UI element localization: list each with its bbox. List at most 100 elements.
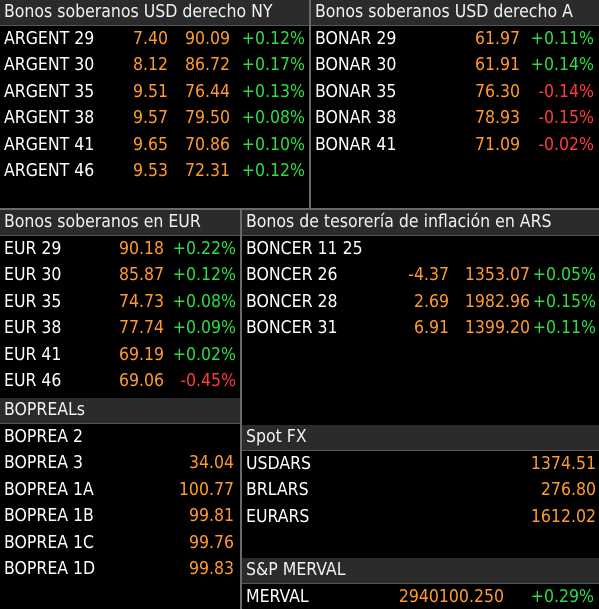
cell-price: 76.30 — [474, 81, 520, 102]
cell-chg: +0.13% — [241, 81, 305, 102]
cell-chg: +0.15% — [532, 291, 596, 312]
table-row[interactable]: EUR 29 90.18 +0.22% — [0, 236, 240, 262]
panel-title: Spot FX — [242, 425, 599, 451]
cell-price: 99.76 — [188, 532, 234, 553]
cell-price: 61.91 — [474, 55, 520, 76]
cell-price: 86.72 — [184, 55, 230, 76]
table-row[interactable]: ARGENT 41 9.65 70.86 +0.10% — [0, 132, 309, 158]
table-row[interactable]: EUR 30 85.87 +0.12% — [0, 262, 240, 288]
table-row[interactable]: BONCER 28 2.69 1982.96 +0.15% — [242, 289, 599, 315]
table-row[interactable]: ARGENT 30 8.12 86.72 +0.17% — [0, 52, 309, 78]
cell-yield: 9.51 — [132, 81, 168, 102]
cell-yield: 8.12 — [132, 55, 168, 76]
panel-usd-ar-bonds: Bonos soberanos USD derecho A BONAR 29 61… — [311, 0, 599, 208]
instrument-name: BONCER 31 — [246, 318, 338, 339]
panel-title: Bonos de tesorería de inflación en ARS — [242, 210, 599, 236]
table-row[interactable]: BONCER 11 25 — [242, 236, 599, 262]
cell-chg: -0.45% — [180, 370, 236, 391]
panel-title: Bonos soberanos en EUR — [0, 210, 240, 236]
table-row[interactable]: BONAR 30 61.91 +0.14% — [311, 52, 599, 78]
instrument-name: EUR 41 — [4, 344, 62, 365]
instrument-name: EUR 29 — [4, 239, 62, 259]
table-row[interactable]: BOPREA 1B 99.81 — [0, 503, 240, 529]
table-row[interactable]: BONAR 29 61.97 +0.11% — [311, 26, 599, 52]
instrument-name: BONAR 35 — [315, 81, 397, 102]
instrument-name: ARGENT 29 — [4, 29, 95, 49]
panel-bopreals: BOPREALs BOPREA 2 BOPREA 3 34.04 BOPREA 1A 1… — [0, 398, 240, 609]
cell-price: 1374.51 — [530, 454, 596, 474]
cell-price: 1353.07 — [464, 265, 530, 286]
cell-price: 72.31 — [184, 160, 230, 181]
table-row[interactable]: MERVAL 2940100.250 +0.29% — [242, 584, 599, 609]
cell-chg: -0.14% — [538, 81, 594, 102]
cell-chg: +0.17% — [241, 55, 305, 76]
cell-price: 85.87 — [118, 265, 164, 286]
table-row[interactable]: BONCER 26 -4.37 1353.07 +0.05% — [242, 262, 599, 288]
table-row[interactable]: ARGENT 46 9.53 72.31 +0.12% — [0, 158, 309, 184]
table-row[interactable]: EUR 46 69.06 -0.45% — [0, 368, 240, 394]
table-row[interactable]: EUR 35 74.73 +0.08% — [0, 289, 240, 315]
cell-yield: 9.53 — [132, 160, 168, 181]
cell-yield: 2.69 — [413, 291, 449, 312]
table-row[interactable]: BONAR 41 71.09 -0.02% — [311, 132, 599, 158]
cell-price: 90.18 — [118, 239, 164, 259]
cell-chg: +0.22% — [172, 239, 236, 259]
cell-chg: +0.12% — [172, 265, 236, 286]
cell-price: 100.77 — [178, 479, 234, 500]
instrument-name: ARGENT 35 — [4, 81, 95, 102]
cell-chg: +0.09% — [172, 318, 236, 339]
panel-usd-ny-bonds: Bonos soberanos USD derecho NY ARGENT 29… — [0, 0, 309, 208]
instrument-name: MERVAL — [246, 587, 309, 607]
cell-price: 61.97 — [474, 29, 520, 49]
instrument-name: EUR 38 — [4, 318, 62, 339]
cell-price: 76.44 — [184, 81, 230, 102]
panel-title: Bonos soberanos USD derecho A — [311, 0, 599, 26]
instrument-name: BOPREA 1A — [4, 479, 94, 500]
cell-chg: +0.10% — [241, 134, 305, 155]
table-row[interactable]: USDARS 1374.51 — [242, 451, 599, 477]
cell-price: 90.09 — [184, 29, 230, 49]
cell-chg: +0.29% — [530, 587, 594, 607]
instrument-name: BONAR 30 — [315, 55, 397, 76]
table-row[interactable]: BONCER 31 6.91 1399.20 +0.11% — [242, 315, 599, 341]
panel-merval: S&P MERVAL MERVAL 2940100.250 +0.29% — [242, 558, 599, 609]
cell-price: 77.74 — [118, 318, 164, 339]
cell-price: 99.83 — [188, 558, 234, 579]
table-row[interactable]: EUR 38 77.74 +0.09% — [0, 315, 240, 341]
instrument-name: BONCER 26 — [246, 265, 338, 286]
instrument-name: EURARS — [246, 506, 310, 527]
cell-chg: -0.15% — [538, 108, 594, 129]
table-row[interactable]: ARGENT 29 7.40 90.09 +0.12% — [0, 26, 309, 52]
instrument-name: BOPREA 1C — [4, 532, 95, 553]
instrument-name: BONAR 38 — [315, 108, 397, 129]
instrument-name: EUR 35 — [4, 291, 62, 312]
table-row[interactable]: BRLARS 276.80 — [242, 477, 599, 503]
cell-price: 74.73 — [118, 291, 164, 312]
table-row[interactable]: BOPREA 2 — [0, 424, 240, 450]
table-row[interactable]: EURARS 1612.02 — [242, 504, 599, 530]
instrument-name: USDARS — [246, 454, 312, 474]
cell-price: 276.80 — [540, 480, 596, 501]
table-row[interactable]: ARGENT 35 9.51 76.44 +0.13% — [0, 79, 309, 105]
cell-chg: +0.12% — [241, 160, 305, 181]
instrument-name: BOPREA 2 — [4, 427, 84, 447]
cell-price: 69.19 — [118, 344, 164, 365]
table-row[interactable]: EUR 41 69.19 +0.02% — [0, 342, 240, 368]
table-row[interactable]: BOPREA 3 34.04 — [0, 450, 240, 476]
instrument-name: EUR 46 — [4, 370, 62, 391]
table-row[interactable]: BOPREA 1A 100.77 — [0, 477, 240, 503]
cell-yield: 9.65 — [132, 134, 168, 155]
cell-price: 1982.96 — [464, 291, 530, 312]
cell-yield: -4.37 — [408, 265, 449, 286]
table-row[interactable]: BOPREA 1D 99.83 — [0, 556, 240, 582]
cell-price: 70.86 — [184, 134, 230, 155]
table-row[interactable]: ARGENT 38 9.57 79.50 +0.08% — [0, 105, 309, 131]
instrument-name: BONAR 29 — [315, 29, 397, 49]
table-row[interactable]: BONAR 35 76.30 -0.14% — [311, 79, 599, 105]
table-row[interactable]: BONAR 38 78.93 -0.15% — [311, 105, 599, 131]
cell-price: 78.93 — [474, 108, 520, 129]
cell-chg: +0.02% — [172, 344, 236, 365]
cell-price: 99.81 — [188, 506, 234, 527]
table-row[interactable]: BOPREA 1C 99.76 — [0, 530, 240, 556]
panel-title: BOPREALs — [0, 398, 240, 424]
